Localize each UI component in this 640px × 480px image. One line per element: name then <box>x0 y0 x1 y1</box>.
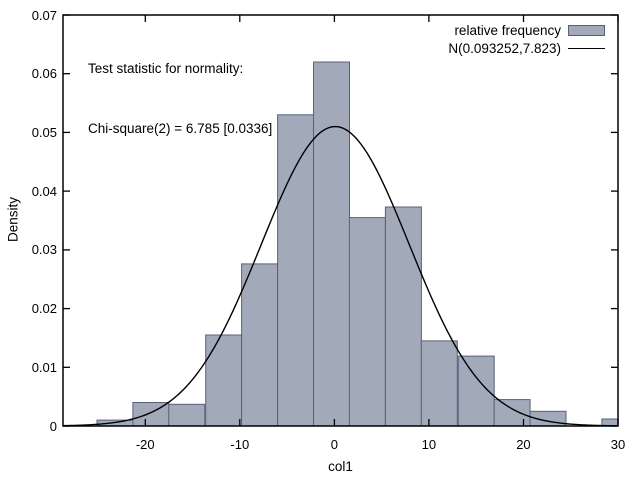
histogram-swatch-icon <box>568 25 605 36</box>
annotation-line-2: Chi-square(2) = 6.785 [0.0336] <box>88 121 273 136</box>
histogram-bar <box>168 403 206 427</box>
y-tick-label: 0.07 <box>31 7 57 23</box>
x-tick-label: 10 <box>421 437 437 452</box>
normality-test-annotation: Test statistic for normality: Chi-square… <box>88 19 272 179</box>
normal-curve <box>62 125 618 427</box>
annotation-line-1: Test statistic for normality: <box>88 61 244 76</box>
y-tick-labels: 0 0.01 0.02 0.03 0.04 0.05 0.06 0.07 <box>0 0 57 480</box>
x-tick-label: 30 <box>610 437 626 452</box>
x-tick-label: 20 <box>516 437 531 452</box>
plot-frame <box>62 14 619 427</box>
y-tick-label: 0.02 <box>31 301 57 317</box>
legend-row-normal-curve: N(0.093252,7.823) <box>448 41 605 56</box>
x-axis-title: col1 <box>328 459 353 474</box>
histogram-bar <box>420 340 458 427</box>
y-tick-label: 0.04 <box>31 183 57 199</box>
y-tick-label: 0 <box>49 418 57 434</box>
y-tick-label: 0.06 <box>31 66 57 82</box>
histogram-bar <box>348 217 386 427</box>
histogram-bar <box>241 263 279 427</box>
histogram-bar <box>277 114 315 427</box>
x-tick-label: -10 <box>230 437 250 452</box>
x-tick-labels: -20 -10 0 10 20 30 <box>0 437 640 453</box>
histogram-bar <box>493 399 531 427</box>
y-tick-label: 0.05 <box>31 124 57 140</box>
y-tick-label: 0.03 <box>31 242 57 258</box>
legend-label-normal-curve: N(0.093252,7.823) <box>448 41 561 56</box>
histogram-bar <box>384 206 422 427</box>
histogram-bar <box>313 61 350 427</box>
x-tick-label: 0 <box>330 437 338 452</box>
legend-label-relative-frequency: relative frequency <box>454 23 561 38</box>
y-tick-label: 0.01 <box>31 359 57 375</box>
legend-row-relative-frequency: relative frequency <box>448 23 605 38</box>
histogram-bar <box>457 355 495 427</box>
x-tick-label: -20 <box>135 437 155 452</box>
curve-line-icon <box>568 48 605 49</box>
legend: relative frequency N(0.093252,7.823) <box>448 23 605 56</box>
histogram-bar <box>205 334 243 427</box>
